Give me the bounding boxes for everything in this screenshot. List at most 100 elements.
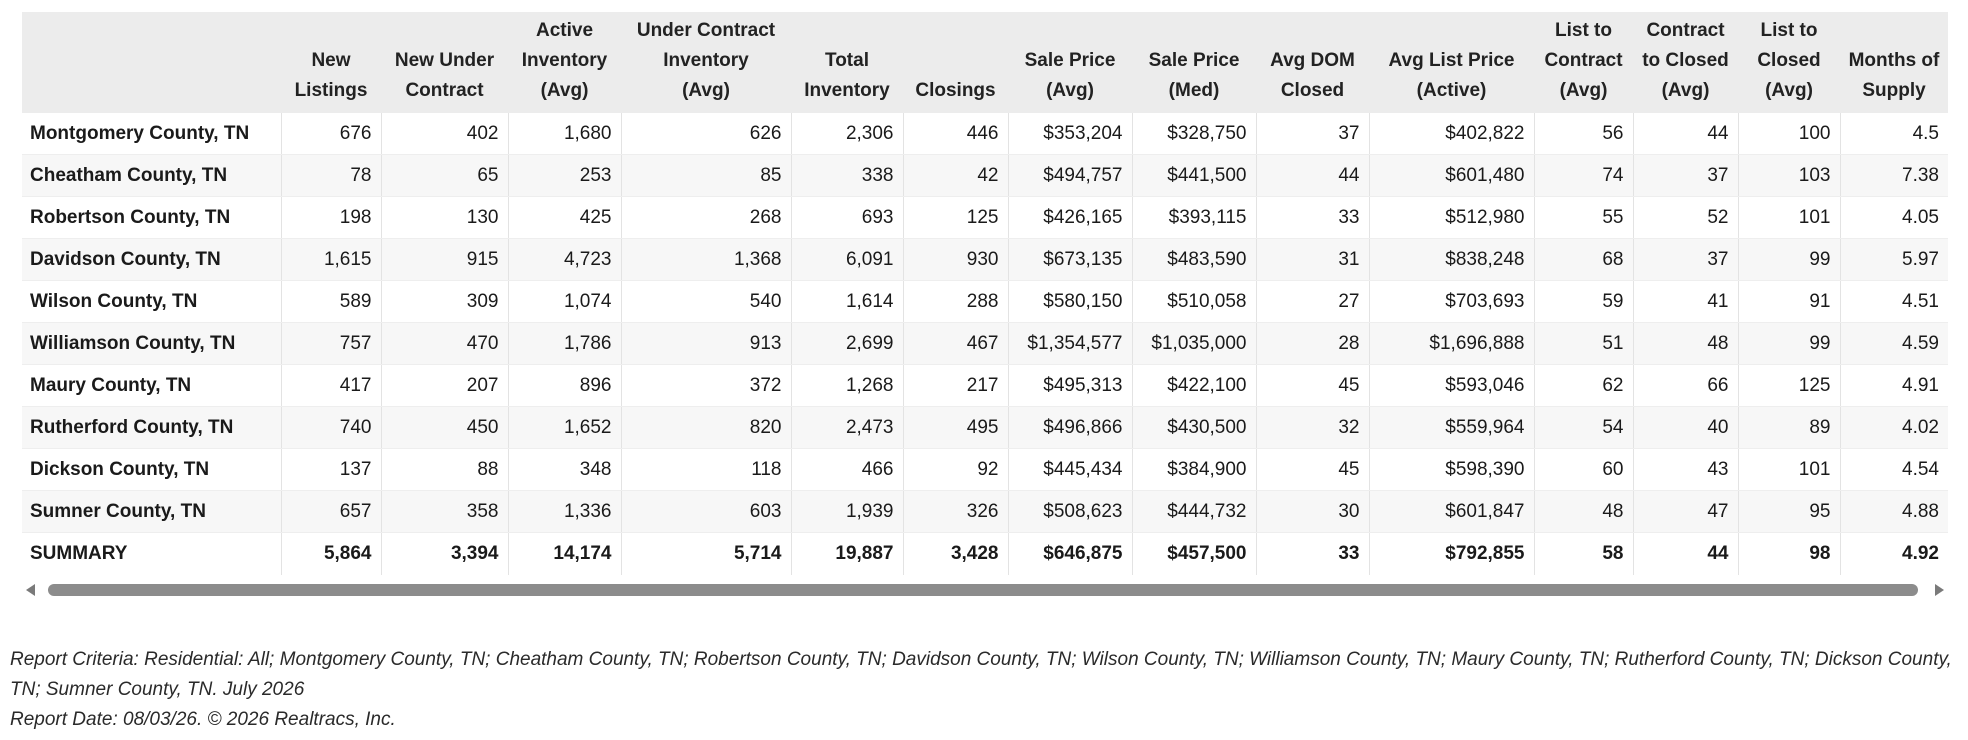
column-header-line: (Avg) <box>1559 80 1608 101</box>
horizontal-scrollbar[interactable] <box>22 581 1948 599</box>
table-cell: 4.51 <box>1840 280 1948 323</box>
column-header-line: (Active) <box>1416 80 1487 101</box>
county-name: Maury County, TN <box>22 364 282 407</box>
column-header-line: (Avg) <box>682 80 730 101</box>
county-name: Dickson County, TN <box>22 448 282 491</box>
table-cell: 45 <box>1256 364 1370 407</box>
table-cell: 51 <box>1534 322 1634 365</box>
table-cell: 78 <box>281 154 382 197</box>
table-cell: $384,900 <box>1132 448 1257 491</box>
table-cell: 4.05 <box>1840 196 1948 239</box>
table-body: Montgomery County, TN 676 402 1,680 626 2,306… <box>22 113 1948 575</box>
scroll-right-icon[interactable] <box>1935 584 1944 596</box>
table-cell: 467 <box>903 322 1009 365</box>
table-cell: $457,500 <box>1132 532 1257 575</box>
column-header: Closings <box>903 12 1008 113</box>
table-cell: 6,091 <box>791 238 904 281</box>
column-header-line: (Avg) <box>1765 80 1813 101</box>
table-cell: 589 <box>281 280 382 323</box>
table-cell: $598,390 <box>1369 448 1535 491</box>
table-row: Montgomery County, TN 676 402 1,680 626 2,306… <box>22 113 1948 155</box>
table-row: Cheatham County, TN 78 65 253 85 338 42 $494,75… <box>22 154 1948 197</box>
table-cell: 1,652 <box>508 406 622 449</box>
column-header-line: (Med) <box>1168 80 1220 101</box>
table-cell: $792,855 <box>1369 532 1535 575</box>
column-header-line: Contract <box>1646 20 1725 41</box>
table-cell: 27 <box>1256 280 1370 323</box>
table-cell: $441,500 <box>1132 154 1257 197</box>
table-cell: 99 <box>1738 238 1841 281</box>
table-cell: 1,786 <box>508 322 622 365</box>
table-cell: 676 <box>281 113 382 155</box>
county-name: Rutherford County, TN <box>22 406 282 449</box>
table-cell: 92 <box>903 448 1009 491</box>
table-row: Williamson County, TN 757 470 1,786 913 2,699… <box>22 322 1948 365</box>
column-header: List to Contract (Avg) <box>1534 12 1633 113</box>
table-cell: 4.59 <box>1840 322 1948 365</box>
column-header-line: Inventory <box>804 80 890 101</box>
column-header-line: Sale Price <box>1148 50 1240 71</box>
column-header: New Listings <box>281 12 381 113</box>
county-name: Williamson County, TN <box>22 322 282 365</box>
table-cell: 62 <box>1534 364 1634 407</box>
column-header-line: Avg DOM <box>1270 50 1355 71</box>
table-cell: 99 <box>1738 322 1841 365</box>
county-name: Davidson County, TN <box>22 238 282 281</box>
table-cell: 4,723 <box>508 238 622 281</box>
table-cell: 56 <box>1534 113 1634 155</box>
table-cell: 137 <box>281 448 382 491</box>
table-cell: 1,680 <box>508 113 622 155</box>
table-cell: 207 <box>381 364 509 407</box>
column-header-line: (Avg) <box>1661 80 1710 101</box>
table-cell: $422,100 <box>1132 364 1257 407</box>
table-cell: $593,046 <box>1369 364 1535 407</box>
table-cell: 450 <box>381 406 509 449</box>
table-cell: $508,623 <box>1008 490 1133 533</box>
table-cell: 1,615 <box>281 238 382 281</box>
table-cell: 30 <box>1256 490 1370 533</box>
column-header: List to Closed (Avg) <box>1738 12 1840 113</box>
table-cell: 915 <box>381 238 509 281</box>
table-row: Dickson County, TN 137 88 348 118 466 92 $445,4… <box>22 448 1948 491</box>
table-cell: 4.92 <box>1902 543 1939 564</box>
table-cell: 896 <box>508 364 622 407</box>
table-cell: 32 <box>1256 406 1370 449</box>
table-cell: 820 <box>621 406 792 449</box>
table-cell: 5,864 <box>281 532 382 575</box>
table-cell: 417 <box>281 364 382 407</box>
scroll-thumb[interactable] <box>48 584 1918 596</box>
table-cell: 603 <box>621 490 792 533</box>
table-cell: 33 <box>1256 196 1370 239</box>
column-header-line: Sale Price <box>1024 50 1116 71</box>
table-cell: $1,035,000 <box>1132 322 1257 365</box>
table-cell: 85 <box>621 154 792 197</box>
column-header-line: Closings <box>915 80 996 101</box>
table-cell: $510,058 <box>1132 280 1257 323</box>
column-header: Sale Price (Avg) <box>1008 12 1132 113</box>
table-cell: $496,866 <box>1008 406 1133 449</box>
table-row: Robertson County, TN 198 130 425 268 693 125 $4… <box>22 196 1948 239</box>
scroll-left-icon[interactable] <box>26 584 35 596</box>
table-cell: 88 <box>381 448 509 491</box>
table-cell: 100 <box>1738 113 1841 155</box>
county-name: Wilson County, TN <box>22 280 282 323</box>
column-header: Contract to Closed (Avg) <box>1633 12 1738 113</box>
table-cell: 2,473 <box>791 406 904 449</box>
column-header-line: Months of <box>1848 50 1940 71</box>
table-cell: $601,480 <box>1369 154 1535 197</box>
column-header-line: Inventory <box>663 50 749 71</box>
table-cell: 14,174 <box>508 532 622 575</box>
table-cell: 91 <box>1738 280 1841 323</box>
table-cell: 309 <box>381 280 509 323</box>
report-footer: Report Criteria: Residential: All; Montg… <box>10 645 1960 735</box>
table-cell: 402 <box>381 113 509 155</box>
market-report-table-container: New Listings New Under Contract Active Invent… <box>22 12 1948 575</box>
table-cell: 65 <box>381 154 509 197</box>
table-cell: 44 <box>1633 532 1739 575</box>
column-header: Avg DOM Closed <box>1256 12 1369 113</box>
table-cell: 288 <box>903 280 1009 323</box>
table-cell: $512,980 <box>1369 196 1535 239</box>
table-cell: 913 <box>621 322 792 365</box>
table-cell: $580,150 <box>1008 280 1133 323</box>
table-cell: 33 <box>1256 532 1370 575</box>
